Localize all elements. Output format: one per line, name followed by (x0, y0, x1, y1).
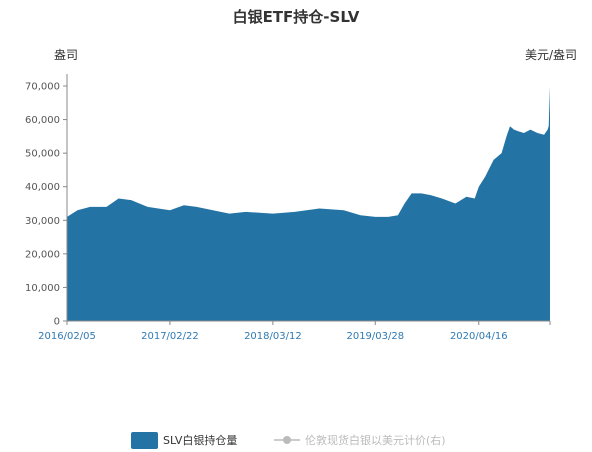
y-tick-label: 10,000 (25, 283, 60, 294)
legend-swatch-holdings[interactable] (131, 432, 158, 449)
legend[interactable]: SLV白银持仓量 伦敦现货白银以美元计价(右) (131, 432, 446, 449)
x-axis: 2016/02/05 2017/02/22 2018/03/12 2019/03/28… (38, 320, 551, 342)
x-tick-label: 2016/02/05 (38, 331, 96, 342)
y-tick-label: 30,000 (25, 216, 60, 227)
x-tick-label: 2017/02/22 (141, 331, 199, 342)
holdings-area (67, 86, 550, 321)
x-tick-label: 2018/03/12 (244, 331, 302, 342)
y-tick-label: 70,000 (25, 82, 60, 93)
left-axis-unit: 盎司 (54, 48, 78, 62)
legend-label-holdings[interactable]: SLV白银持仓量 (163, 433, 237, 447)
y-tick-label: 40,000 (25, 182, 60, 193)
right-axis-unit: 美元/盎司 (525, 48, 577, 62)
y-tick-label: 50,000 (25, 149, 60, 160)
plot-area (67, 86, 550, 321)
y-tick-label: 20,000 (25, 249, 60, 260)
y-tick-label: 60,000 (25, 115, 60, 126)
chart-title: 白银ETF持仓-SLV (233, 8, 360, 26)
legend-marker-silver-price[interactable] (283, 436, 291, 444)
y-axis: 0 10,000 20,000 30,000 40,000 50,000 60,000 70,… (25, 74, 68, 328)
y-tick-label: 0 (54, 317, 60, 328)
legend-label-silver-price[interactable]: 伦敦现货白银以美元计价(右) (305, 433, 446, 447)
x-tick-label: 2019/03/28 (346, 331, 404, 342)
x-tick-label: 2020/04/16 (450, 331, 508, 342)
